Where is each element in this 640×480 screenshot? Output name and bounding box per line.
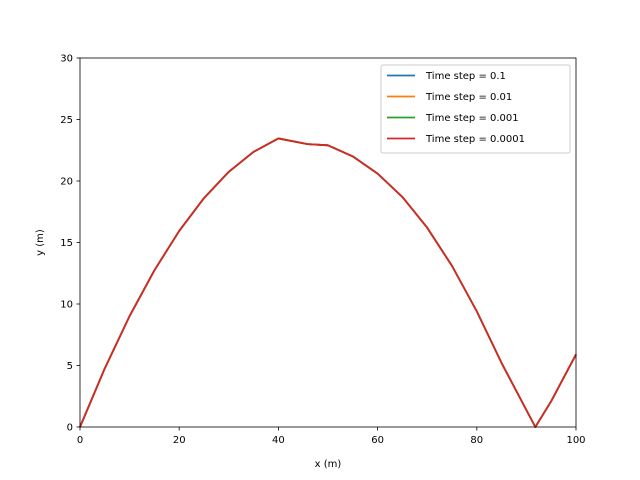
x-tick-label: 80 bbox=[470, 435, 483, 446]
y-tick-label: 20 bbox=[60, 177, 73, 188]
y-tick-label: 5 bbox=[67, 361, 73, 372]
legend-box bbox=[380, 64, 571, 154]
series-layer bbox=[79, 137, 577, 428]
legend-label-1: Time step = 0.01 bbox=[425, 92, 512, 103]
x-tick-label: 60 bbox=[371, 435, 384, 446]
axes-layer: 0 20 40 60 80 100 0 5 10 15 20 25 30 bbox=[60, 54, 585, 446]
y-tick-label: 15 bbox=[60, 238, 73, 249]
x-tick-label: 40 bbox=[272, 435, 285, 446]
y-tick-label: 10 bbox=[60, 300, 73, 311]
x-tick-label: 0 bbox=[77, 435, 83, 446]
y-tick-label: 30 bbox=[60, 54, 73, 65]
x-axis-label: x (m) bbox=[315, 459, 342, 470]
y-axis-label: y (m) bbox=[35, 229, 46, 256]
legend: Time step = 0.1 Time step = 0.01 Time step… bbox=[380, 64, 571, 154]
legend-label-2: Time step = 0.001 bbox=[425, 113, 519, 124]
legend-label-0: Time step = 0.1 bbox=[425, 71, 506, 82]
legend-label-3: Time step = 0.0001 bbox=[425, 134, 525, 145]
x-tick-label: 100 bbox=[566, 435, 585, 446]
y-tick-label: 25 bbox=[60, 115, 73, 126]
series-line-3 bbox=[79, 137, 577, 428]
x-tick-label: 20 bbox=[173, 435, 186, 446]
y-tick-label: 0 bbox=[67, 423, 73, 434]
